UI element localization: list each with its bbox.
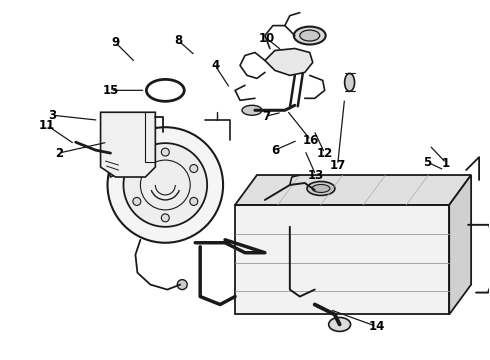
Ellipse shape	[307, 181, 335, 195]
Text: 14: 14	[368, 320, 385, 333]
Text: 17: 17	[329, 158, 346, 172]
Polygon shape	[100, 112, 155, 177]
Text: 7: 7	[262, 110, 270, 123]
Text: 12: 12	[317, 147, 333, 159]
Circle shape	[123, 143, 207, 227]
Circle shape	[133, 197, 141, 206]
Polygon shape	[235, 205, 449, 315]
Text: 13: 13	[308, 168, 324, 181]
Text: 4: 4	[211, 59, 219, 72]
Circle shape	[107, 127, 223, 243]
Ellipse shape	[312, 184, 330, 193]
Polygon shape	[449, 175, 471, 315]
Text: 10: 10	[259, 32, 275, 45]
Ellipse shape	[242, 105, 262, 115]
Text: 2: 2	[55, 147, 63, 159]
Polygon shape	[235, 175, 471, 205]
Text: 6: 6	[271, 144, 279, 157]
Ellipse shape	[294, 27, 326, 45]
Ellipse shape	[300, 30, 319, 41]
Text: 3: 3	[49, 109, 57, 122]
Text: 11: 11	[39, 119, 55, 132]
Polygon shape	[102, 155, 122, 177]
Ellipse shape	[329, 318, 350, 332]
Circle shape	[190, 197, 198, 206]
Text: 15: 15	[102, 84, 119, 97]
Text: 16: 16	[302, 134, 319, 147]
Text: 8: 8	[174, 34, 182, 47]
Circle shape	[161, 148, 169, 156]
Ellipse shape	[344, 73, 355, 91]
Text: 5: 5	[423, 156, 431, 168]
Text: 9: 9	[111, 36, 120, 49]
Circle shape	[190, 165, 198, 172]
Polygon shape	[265, 49, 313, 75]
Text: 1: 1	[442, 157, 450, 170]
Circle shape	[133, 165, 141, 172]
Circle shape	[161, 214, 169, 222]
Circle shape	[177, 280, 187, 289]
